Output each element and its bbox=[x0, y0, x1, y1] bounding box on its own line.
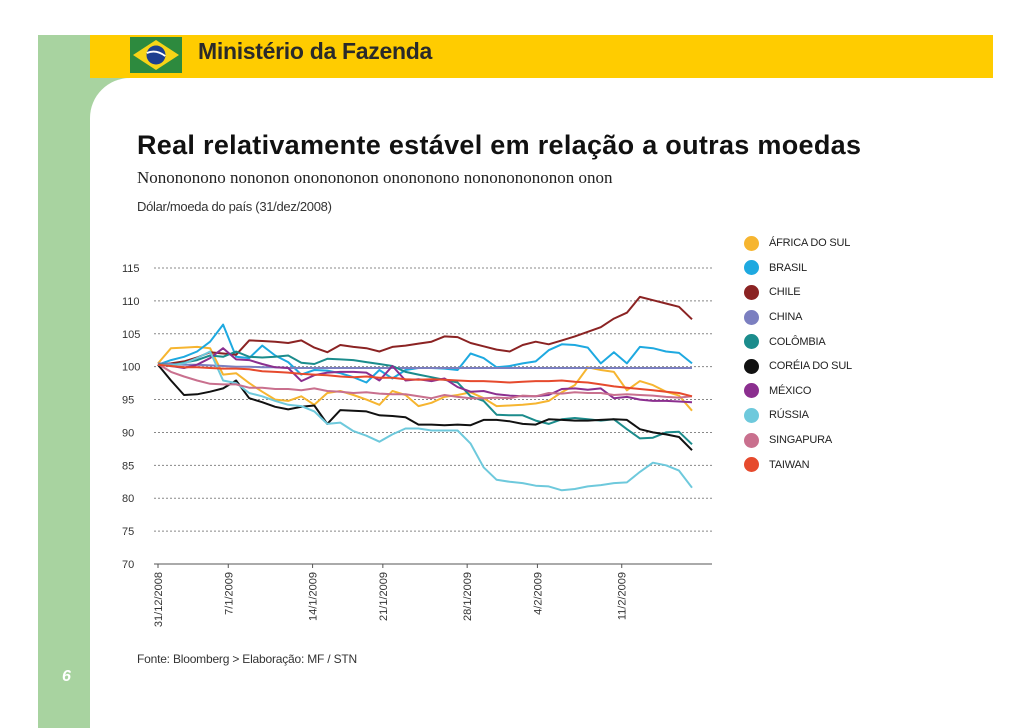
legend-item: ÁFRICA DO SUL bbox=[744, 231, 884, 256]
legend-label-2: CHILE bbox=[769, 286, 801, 299]
y-tick-label-115: 115 bbox=[122, 263, 140, 275]
legend-label-0: ÁFRICA DO SUL bbox=[769, 237, 851, 250]
x-tick-label-0: 31/12/2008 bbox=[153, 572, 165, 627]
legend-label-4: COLÔMBIA bbox=[769, 335, 826, 348]
flag-band bbox=[146, 50, 166, 57]
chart-legend: ÁFRICA DO SUL BRASIL CHILE CHINA COLÔMBIA COR… bbox=[744, 231, 884, 477]
legend-label-1: BRASIL bbox=[769, 261, 807, 274]
x-tick-label-1: 7/1/2009 bbox=[223, 572, 235, 615]
legend-label-8: SINGAPURA bbox=[769, 434, 832, 447]
y-tick-label-100: 100 bbox=[122, 362, 140, 374]
slide-title: Real relativamente estável em relação a … bbox=[137, 130, 862, 160]
legend-dot-2 bbox=[744, 284, 759, 300]
y-tick-label-110: 110 bbox=[122, 296, 140, 308]
series-line-3 bbox=[157, 362, 692, 369]
page-number: 6 bbox=[62, 668, 71, 685]
x-tick-label-2: 14/1/2009 bbox=[308, 572, 320, 621]
legend-item: CHILE bbox=[744, 280, 884, 305]
y-tick-label-75: 75 bbox=[122, 526, 134, 538]
legend-dot-9 bbox=[744, 457, 759, 473]
brazil-flag-logo bbox=[130, 37, 182, 73]
legend-dot-6 bbox=[744, 383, 759, 399]
legend-dot-8 bbox=[744, 432, 759, 448]
y-tick-label-90: 90 bbox=[122, 427, 134, 439]
legend-item: CORÉIA DO SUL bbox=[744, 354, 884, 379]
legend-dot-4 bbox=[744, 334, 759, 350]
series-line-7 bbox=[157, 350, 693, 492]
x-tick-label-5: 4/2/2009 bbox=[532, 572, 544, 615]
slide-subtitle: Nonononono nononon ononononon onononono … bbox=[137, 168, 613, 187]
legend-item: COLÔMBIA bbox=[744, 329, 884, 354]
series-line-5 bbox=[157, 364, 693, 451]
chart-unit-label: Dólar/moeda do país (31/dez/2008) bbox=[137, 199, 332, 214]
legend-item: CHINA bbox=[744, 305, 884, 330]
y-tick-label-105: 105 bbox=[122, 329, 140, 341]
flag-globe bbox=[146, 45, 166, 65]
legend-item: SINGAPURA bbox=[744, 428, 884, 453]
y-tick-label-80: 80 bbox=[122, 493, 134, 505]
legend-dot-3 bbox=[744, 309, 759, 325]
legend-dot-7 bbox=[744, 407, 759, 423]
legend-item: TAIWAN bbox=[744, 452, 884, 477]
x-tick-label-4: 28/1/2009 bbox=[462, 572, 474, 621]
legend-label-7: RÚSSIA bbox=[769, 409, 809, 422]
x-tick-label-3: 21/1/2009 bbox=[378, 572, 390, 621]
x-tick-label-6: 11/2/2009 bbox=[617, 572, 629, 620]
legend-dot-5 bbox=[744, 358, 759, 374]
legend-label-3: CHINA bbox=[769, 311, 803, 324]
series-line-8 bbox=[157, 363, 693, 400]
header-band bbox=[90, 35, 993, 78]
legend-label-5: CORÉIA DO SUL bbox=[769, 360, 852, 373]
legend-label-6: MÉXICO bbox=[769, 384, 812, 397]
series-line-9 bbox=[157, 363, 693, 398]
header-corner bbox=[90, 78, 130, 118]
legend-dot-0 bbox=[744, 235, 759, 251]
ministry-name: Ministério da Fazenda bbox=[198, 38, 432, 64]
legend-item: BRASIL bbox=[744, 256, 884, 281]
y-tick-label-95: 95 bbox=[122, 395, 134, 407]
y-tick-label-70: 70 bbox=[122, 559, 134, 571]
legend-dot-1 bbox=[744, 260, 759, 276]
series-line-2 bbox=[157, 295, 693, 366]
series-line-0 bbox=[157, 345, 693, 412]
side-bar bbox=[38, 35, 90, 728]
legend-item: MÉXICO bbox=[744, 379, 884, 404]
legend-label-9: TAIWAN bbox=[769, 458, 810, 471]
y-tick-label-85: 85 bbox=[122, 460, 134, 472]
source-note: Fonte: Bloomberg > Elaboração: MF / STN bbox=[137, 652, 357, 666]
legend-item: RÚSSIA bbox=[744, 403, 884, 428]
